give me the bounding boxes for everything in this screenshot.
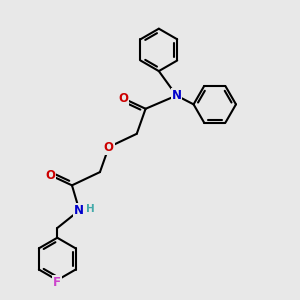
Text: O: O [104, 141, 114, 154]
Text: N: N [172, 89, 182, 102]
Text: H: H [86, 204, 95, 214]
Text: O: O [118, 92, 128, 105]
Text: N: N [74, 204, 84, 217]
Text: O: O [45, 169, 55, 182]
Text: F: F [53, 276, 61, 289]
